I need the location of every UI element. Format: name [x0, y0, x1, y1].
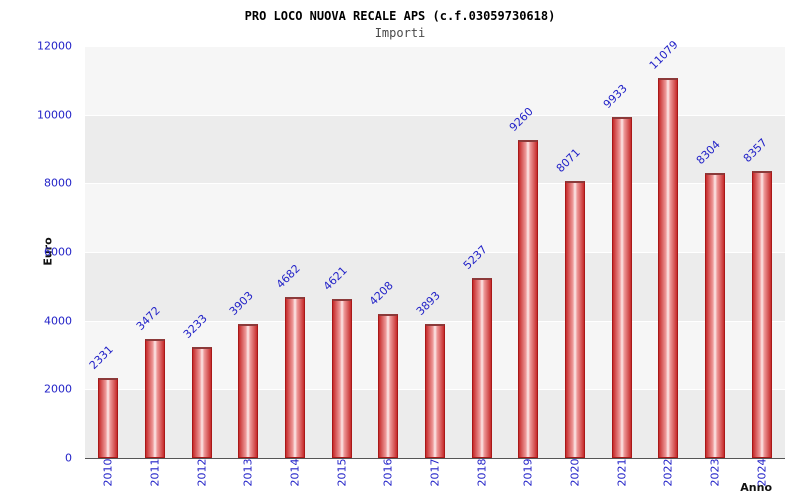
bar-slot: 9260 2019	[505, 46, 552, 487]
x-tick-label: 2015	[335, 458, 349, 487]
bar	[98, 377, 119, 458]
bar	[658, 77, 679, 458]
bar-slot: 9933 2021	[598, 46, 645, 487]
x-tick-label: 2023	[708, 458, 722, 487]
gridline	[85, 320, 785, 322]
x-axis-label: Anno	[740, 481, 772, 494]
bar-slot: 8357 2024	[738, 46, 785, 487]
y-tick-label: 12000	[37, 39, 72, 53]
x-tick-label: 2020	[568, 458, 582, 487]
bar-value-label: 3472	[133, 303, 163, 333]
bar	[518, 140, 539, 458]
plot-area: 2331 2010 3472 2011 3233 2012 3903 2013 4682 2014…	[85, 38, 785, 487]
bar	[378, 313, 399, 458]
y-tick-label: 8000	[44, 176, 72, 190]
y-tick-label: 2000	[44, 382, 72, 396]
x-tick-label: 2012	[195, 458, 209, 487]
gridline	[85, 183, 785, 185]
bar-value-label: 2331	[87, 342, 117, 372]
bar-slot: 5237 2018	[458, 46, 505, 487]
bar	[424, 324, 445, 458]
bar-slot: 8071 2020	[552, 46, 599, 487]
x-tick-label: 2021	[615, 458, 629, 487]
x-tick-label: 2019	[521, 458, 535, 487]
bar	[751, 171, 772, 458]
bar-value-label: 11079	[647, 37, 682, 72]
x-tick-label: 2018	[475, 458, 489, 487]
bar-value-label: 4208	[367, 278, 397, 308]
bar-value-label: 5237	[460, 243, 490, 273]
bar-value-label: 3893	[413, 289, 443, 319]
bar-value-label: 9933	[600, 81, 630, 111]
bar-slot: 3472 2011	[132, 46, 179, 487]
bar	[331, 299, 352, 458]
bar	[704, 172, 725, 458]
bar-slot: 3893 2017	[412, 46, 459, 487]
bar-slot: 4208 2016	[365, 46, 412, 487]
bar	[471, 278, 492, 458]
bar-value-label: 4621	[320, 264, 350, 294]
bar-slot: 3903 2013	[225, 46, 272, 487]
x-tick-label: 2013	[241, 458, 255, 487]
y-tick-label: 4000	[44, 314, 72, 328]
bar-value-label: 4682	[273, 262, 303, 292]
bar	[611, 116, 632, 458]
bar-value-label: 9260	[507, 105, 537, 135]
gridline	[85, 114, 785, 116]
bar-slot: 4682 2014	[272, 46, 319, 487]
bar	[238, 324, 259, 458]
bar-value-label: 3233	[180, 312, 210, 342]
bar-slot: 2331 2010	[85, 46, 132, 487]
y-tick-label: 10000	[37, 108, 72, 122]
gridline	[85, 46, 785, 47]
x-tick-label: 2022	[661, 458, 675, 487]
y-tick-label: 0	[65, 451, 72, 465]
bar-value-label: 8071	[553, 145, 583, 175]
bar-slot: 11079 2022	[645, 38, 692, 487]
chart-subtitle: Importi	[374, 26, 426, 40]
y-axis-ticks: 0 2000 4000 6000 8000 10000 12000	[0, 40, 80, 465]
x-tick-label: 2011	[148, 458, 162, 487]
bar	[191, 347, 212, 458]
x-tick-label: 2014	[288, 458, 302, 487]
bar-slot: 4621 2015	[318, 46, 365, 487]
bar	[284, 297, 305, 458]
bar-value-label: 8357	[740, 136, 770, 166]
x-tick-label: 2024	[755, 458, 769, 487]
y-tick-label: 6000	[44, 245, 72, 259]
bar-slot: 3233 2012	[178, 46, 225, 487]
bar-value-label: 8304	[693, 137, 723, 167]
chart-title: PRO LOCO NUOVA RECALE APS (c.f.030597306…	[244, 9, 556, 23]
gridline	[85, 252, 785, 253]
x-tick-label: 2017	[428, 458, 442, 487]
bar	[564, 180, 585, 458]
bar-slot: 8304 2023	[692, 46, 739, 487]
x-tick-label: 2010	[101, 458, 115, 487]
bar-value-label: 3903	[227, 289, 257, 318]
x-tick-label: 2016	[381, 458, 395, 487]
bar	[144, 338, 165, 458]
